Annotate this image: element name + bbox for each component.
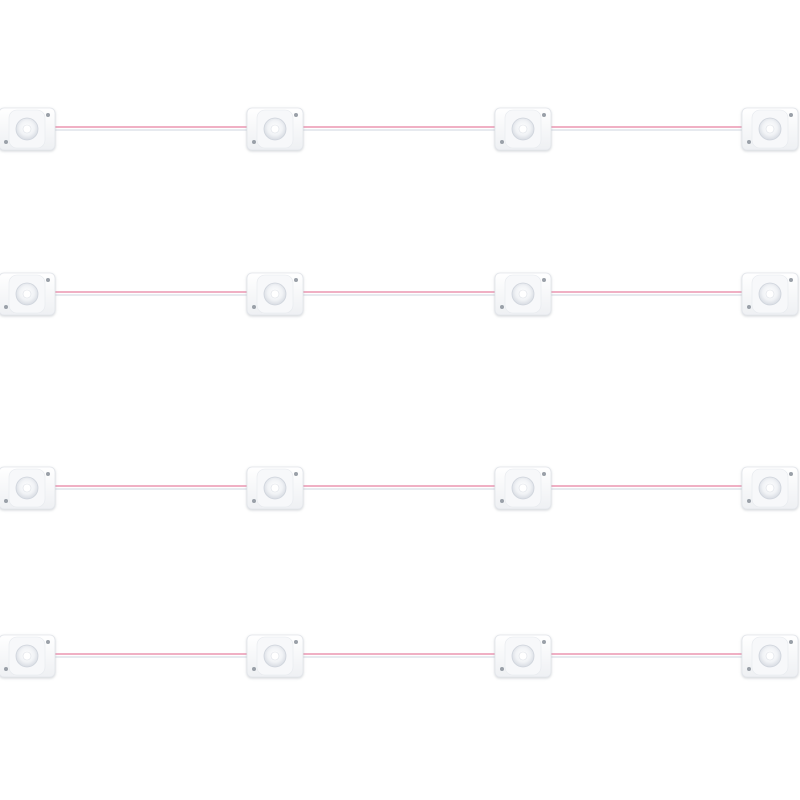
- led-module: [246, 634, 304, 678]
- lens-core: [22, 651, 32, 661]
- led-module: [494, 107, 552, 151]
- led-module: [494, 634, 552, 678]
- screw-hole: [46, 472, 50, 476]
- led-string: [0, 272, 799, 316]
- lens-core: [270, 289, 280, 299]
- led-module: [246, 272, 304, 316]
- lens-core: [765, 651, 775, 661]
- lens-core: [518, 124, 528, 134]
- screw-hole: [542, 640, 546, 644]
- lens-core: [270, 124, 280, 134]
- lens-core: [518, 483, 528, 493]
- led-module: [494, 466, 552, 510]
- lens-core: [22, 483, 32, 493]
- screw-hole: [747, 667, 751, 671]
- led-string: [0, 634, 799, 678]
- led-module: [246, 107, 304, 151]
- lens-core: [270, 483, 280, 493]
- led-module: [0, 107, 56, 151]
- screw-hole: [542, 113, 546, 117]
- led-module: [494, 272, 552, 316]
- screw-hole: [46, 113, 50, 117]
- led-module: [741, 634, 799, 678]
- screw-hole: [46, 278, 50, 282]
- led-module: [0, 272, 56, 316]
- led-module: [741, 466, 799, 510]
- screw-hole: [46, 640, 50, 644]
- screw-hole: [500, 305, 504, 309]
- lens-core: [270, 651, 280, 661]
- screw-hole: [542, 278, 546, 282]
- screw-hole: [789, 113, 793, 117]
- screw-hole: [542, 472, 546, 476]
- screw-hole: [4, 305, 8, 309]
- led-module: [741, 107, 799, 151]
- screw-hole: [789, 472, 793, 476]
- led-string: [0, 107, 799, 151]
- screw-hole: [252, 667, 256, 671]
- led-module: [0, 634, 56, 678]
- screw-hole: [252, 499, 256, 503]
- screw-hole: [747, 305, 751, 309]
- screw-hole: [294, 640, 298, 644]
- led-module: [741, 272, 799, 316]
- screw-hole: [252, 140, 256, 144]
- lens-core: [765, 124, 775, 134]
- screw-hole: [294, 472, 298, 476]
- led-module: [0, 466, 56, 510]
- lens-core: [765, 289, 775, 299]
- lens-core: [518, 651, 528, 661]
- screw-hole: [500, 140, 504, 144]
- led-string: [0, 466, 799, 510]
- screw-hole: [4, 667, 8, 671]
- screw-hole: [500, 667, 504, 671]
- screw-hole: [4, 140, 8, 144]
- screw-hole: [294, 113, 298, 117]
- screw-hole: [4, 499, 8, 503]
- screw-hole: [500, 499, 504, 503]
- screw-hole: [294, 278, 298, 282]
- screw-hole: [747, 499, 751, 503]
- lens-core: [765, 483, 775, 493]
- screw-hole: [747, 140, 751, 144]
- screw-hole: [789, 640, 793, 644]
- screw-hole: [252, 305, 256, 309]
- screw-hole: [789, 278, 793, 282]
- lens-core: [518, 289, 528, 299]
- led-module: [246, 466, 304, 510]
- lens-core: [22, 289, 32, 299]
- lens-core: [22, 124, 32, 134]
